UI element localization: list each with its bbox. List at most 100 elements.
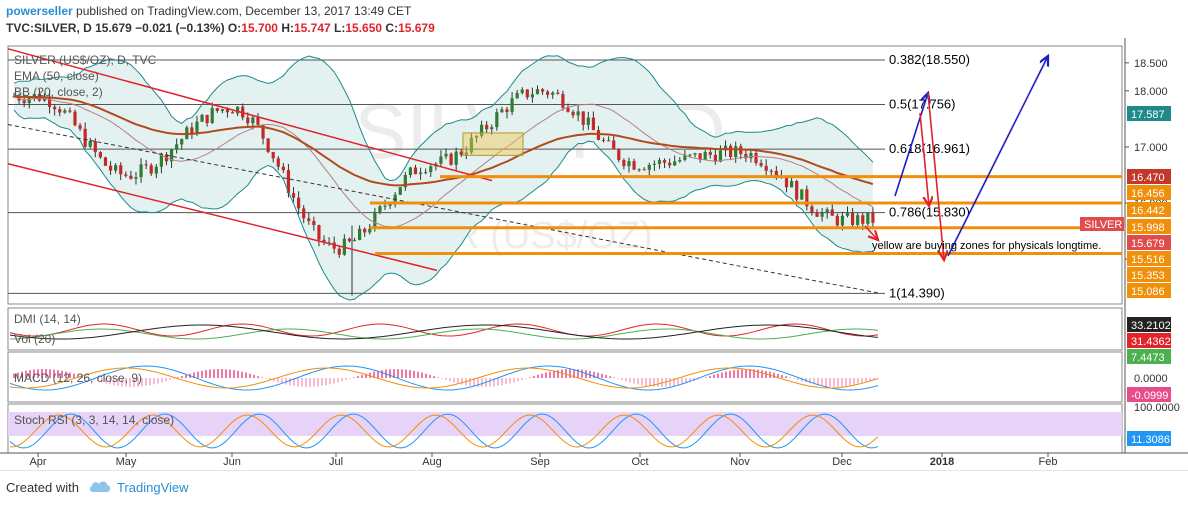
candle-body	[317, 225, 321, 240]
candle-body	[845, 212, 850, 216]
candle-body	[459, 151, 463, 155]
candle-body	[586, 117, 590, 125]
candle-body	[63, 110, 67, 113]
candle-body	[383, 205, 387, 207]
candle-body	[225, 109, 230, 113]
dmi-tag-label: 7.4473	[1131, 352, 1165, 364]
tradingview-cloud-icon	[89, 481, 110, 492]
macd-axis-label: 0.0000	[1134, 373, 1168, 385]
candle-body	[291, 193, 296, 198]
candle-body	[617, 149, 621, 160]
time-tick-label: May	[116, 456, 137, 468]
candle-body	[251, 117, 255, 124]
candle-body	[322, 239, 326, 243]
candle-body	[449, 153, 453, 165]
candle-body	[800, 189, 804, 200]
annotation-text: yellow are buying zones for physicals lo…	[872, 240, 1101, 252]
candle-body	[22, 100, 26, 104]
candle-body	[525, 89, 529, 98]
candle-body	[220, 109, 224, 111]
candle-body	[363, 228, 367, 233]
candle-body	[286, 170, 291, 194]
candle-body	[688, 154, 692, 156]
candle-body	[861, 215, 865, 224]
open-label: O:	[227, 21, 242, 35]
close-label: C:	[385, 21, 399, 35]
candle-body	[815, 212, 819, 217]
annotation: yellow are buying zones for physicals lo…	[872, 240, 1101, 252]
price-change: −0.021 (−0.13%)	[135, 21, 225, 35]
indicator-panels: DMI (14, 14) Vol (20) 33.2102 31.4362 7.4473…	[7, 307, 1180, 454]
bb-lower-line	[13, 109, 873, 301]
price-tag-label: 16.442	[1131, 205, 1165, 217]
open-value: 15.700	[241, 21, 278, 35]
adx-line	[9, 324, 879, 340]
candle-body	[729, 145, 733, 158]
candle-body	[215, 108, 219, 111]
candle-body	[805, 189, 809, 207]
chart-canvas[interactable]: SILVER, D SILVER (US$/OZ) 0.382(18.550)0…	[0, 38, 1188, 470]
candle-body	[673, 161, 677, 166]
symbol-tag	[1080, 217, 1124, 231]
candle-body	[429, 166, 433, 173]
candle-body	[58, 109, 62, 113]
author-name[interactable]: powerseller	[6, 4, 73, 18]
candle-body	[266, 138, 270, 152]
candle-body	[358, 228, 362, 240]
fib-label: 0.618(16.961)	[889, 141, 970, 156]
candle-body	[774, 170, 778, 176]
publish-info: published on TradingView.com, December 1…	[76, 4, 412, 18]
candle-body	[551, 92, 555, 95]
candle-body	[622, 159, 626, 167]
stoch-d-line	[9, 414, 879, 448]
candle-body	[454, 151, 458, 165]
ohlc-line: TVC:SILVER, D 15.679 −0.021 (−0.13%) O:1…	[6, 21, 435, 35]
candle-body	[439, 156, 443, 164]
macd-tag	[1127, 387, 1171, 402]
arrow-red-down-1	[919, 112, 929, 206]
candle-body	[718, 150, 723, 162]
dmi-label: DMI (14, 14)	[14, 312, 81, 326]
price-tag-label: 16.456	[1131, 188, 1165, 200]
candle-body	[144, 164, 148, 166]
candle-body	[378, 206, 382, 212]
candle-body	[591, 117, 595, 131]
stoch-label: Stoch RSI (3, 3, 14, 14, close)	[14, 413, 174, 427]
stoch-k-line	[9, 413, 879, 449]
candle-body	[108, 165, 113, 171]
panel-frame	[7, 351, 1123, 403]
candle-body	[662, 160, 667, 163]
candle-body	[256, 117, 260, 125]
candle-body	[820, 212, 824, 217]
candle-body	[790, 181, 794, 188]
candle-body	[246, 117, 250, 124]
candle-body	[871, 212, 875, 223]
time-tick-label: Nov	[730, 456, 750, 468]
time-tick-label: Feb	[1039, 456, 1058, 468]
candle-body	[561, 93, 565, 108]
candle-body	[652, 163, 656, 165]
time-tick-label: Jun	[223, 456, 241, 468]
legend-bb: BB (20, close, 2)	[14, 85, 103, 99]
candle-body	[647, 164, 651, 170]
candle-body	[479, 124, 484, 136]
bb-basis-line	[13, 96, 874, 228]
candle-body	[149, 165, 153, 174]
candle-body	[535, 89, 540, 95]
panel-frame	[7, 307, 1123, 351]
candle-body	[556, 92, 560, 94]
bb-upper-line	[13, 55, 874, 182]
candle-body	[464, 152, 468, 155]
tradingview-link[interactable]: TradingView	[117, 480, 189, 495]
macd-line	[9, 365, 879, 391]
candle-body	[632, 161, 636, 170]
dmi-tag	[1127, 317, 1171, 332]
dmi-tag	[1127, 333, 1171, 348]
candle-body	[205, 114, 209, 123]
candle-body	[530, 94, 534, 98]
price-tag	[1127, 202, 1171, 217]
price-tag	[1127, 106, 1171, 121]
candle-body	[124, 174, 128, 176]
candle-body	[683, 154, 687, 160]
candle-body	[500, 109, 504, 113]
